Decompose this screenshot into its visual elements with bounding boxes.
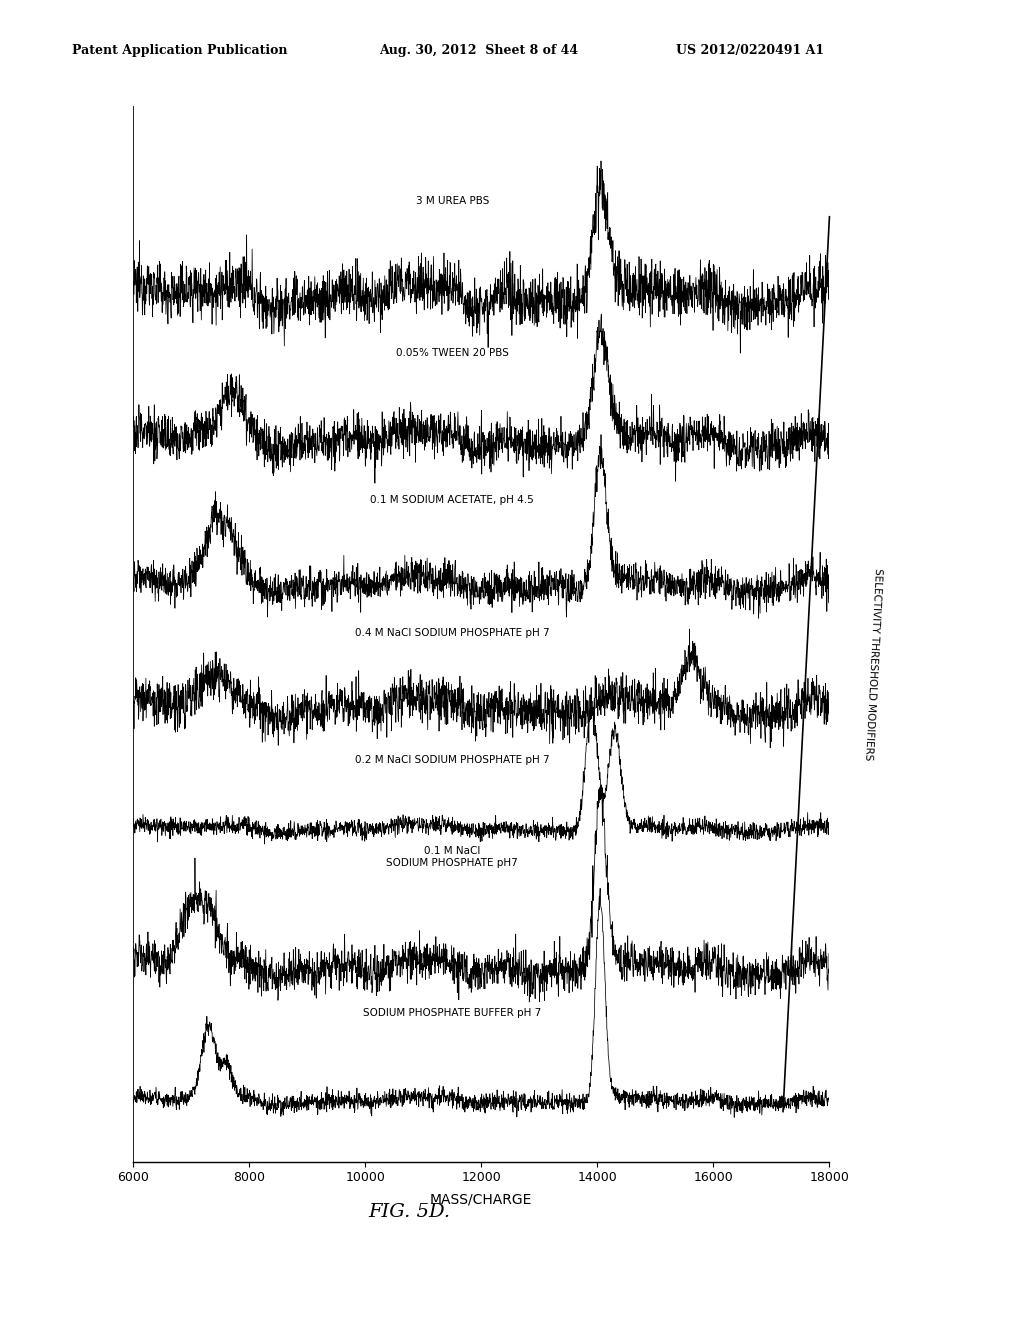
Text: Patent Application Publication: Patent Application Publication <box>72 44 287 57</box>
Text: 0.1 M SODIUM ACETATE, pH 4.5: 0.1 M SODIUM ACETATE, pH 4.5 <box>371 495 535 506</box>
Text: 0.2 M NaCl SODIUM PHOSPHATE pH 7: 0.2 M NaCl SODIUM PHOSPHATE pH 7 <box>355 755 550 766</box>
X-axis label: MASS/CHARGE: MASS/CHARGE <box>430 1193 532 1206</box>
Text: 3 M UREA PBS: 3 M UREA PBS <box>416 197 488 206</box>
Text: FIG. 5D.: FIG. 5D. <box>369 1203 451 1221</box>
Text: 0.1 M NaCl
SODIUM PHOSPHATE pH7: 0.1 M NaCl SODIUM PHOSPHATE pH7 <box>386 846 518 869</box>
Text: 0.05% TWEEN 20 PBS: 0.05% TWEEN 20 PBS <box>396 348 509 359</box>
Text: 0.4 M NaCl SODIUM PHOSPHATE pH 7: 0.4 M NaCl SODIUM PHOSPHATE pH 7 <box>355 628 550 638</box>
Text: Aug. 30, 2012  Sheet 8 of 44: Aug. 30, 2012 Sheet 8 of 44 <box>379 44 578 57</box>
Text: SODIUM PHOSPHATE BUFFER pH 7: SODIUM PHOSPHATE BUFFER pH 7 <box>364 1008 542 1018</box>
Text: US 2012/0220491 A1: US 2012/0220491 A1 <box>676 44 824 57</box>
Text: SELECTIVITY THRESHOLD MODIFIERS: SELECTIVITY THRESHOLD MODIFIERS <box>863 568 883 760</box>
